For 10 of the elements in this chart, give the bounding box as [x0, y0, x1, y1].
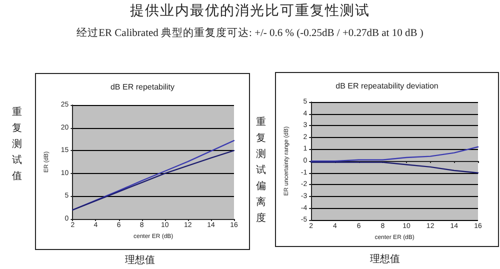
text: 理想值 — [370, 252, 400, 266]
chart-title: dB ER repeatability deviation — [336, 82, 438, 90]
line-series — [310, 162, 479, 174]
text: 经过ER Calibrated 典型的重复度可达: +/- 0.6 % (-0.25dB / +0.27dB at 10 dB ) — [76, 26, 424, 40]
text: 重复测试偏离度 — [256, 116, 267, 226]
text: 理想值 — [125, 254, 155, 267]
text: 重复测试值 — [12, 106, 23, 184]
text: 提供业内最优的消光比可重复性测试 — [129, 2, 371, 20]
line-series — [310, 146, 479, 162]
chart-title: dB ER repetability — [110, 82, 175, 92]
